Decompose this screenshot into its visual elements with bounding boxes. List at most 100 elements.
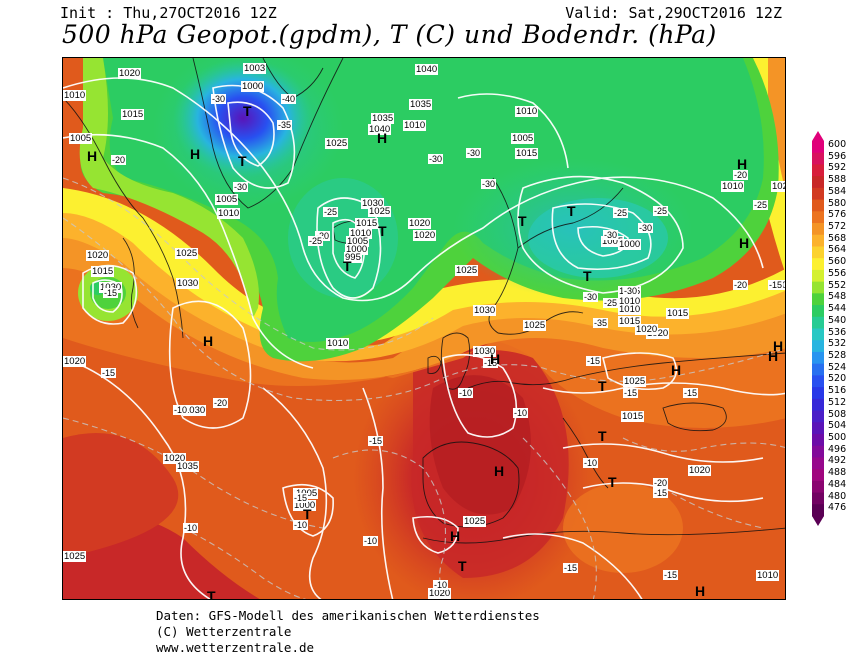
legend-level-label: 576 [828, 209, 847, 221]
pressure-label: 1025 [523, 320, 547, 331]
pressure-label: 1010 [515, 106, 539, 117]
legend-swatch [812, 375, 824, 388]
legend-level-label: 568 [828, 232, 847, 244]
legend-swatch [812, 398, 824, 412]
pressure-label: 1005 [346, 236, 370, 247]
pressure-label: 1020 [118, 68, 142, 79]
legend-level-label: 596 [828, 150, 847, 162]
pressure-label: 1005 [601, 236, 625, 247]
temperature-label: -30 [481, 179, 497, 189]
temperature-label: -30 [583, 292, 599, 302]
legend-level-label: 500 [828, 431, 847, 443]
legend-level-label: 584 [828, 185, 847, 197]
temperature-label: -20 [111, 155, 127, 165]
legend-bottom-arrow [812, 516, 824, 526]
legend-swatch [812, 351, 824, 365]
pressure-label: 1010 [756, 570, 780, 581]
low-pressure-marker: T [378, 223, 387, 239]
legend-swatch [812, 422, 824, 435]
pressure-label: 1015 [515, 148, 539, 159]
pressure-label: 1005 [69, 133, 93, 144]
legend-level-label: 600 [828, 139, 847, 150]
temperature-label: -25 [308, 236, 324, 246]
pressure-label: 1005 [511, 133, 535, 144]
legend-level-label: 504 [828, 420, 847, 432]
legend-swatch [812, 164, 824, 177]
legend-level-label: 592 [828, 162, 847, 174]
temperature-label: -15 [103, 288, 119, 298]
pressure-label: 1005 [215, 194, 239, 205]
temperature-label: -30 [211, 94, 227, 104]
legend-swatch [812, 281, 824, 294]
pressure-label: 1040 [368, 124, 392, 135]
temperature-label: -30 [233, 182, 249, 192]
legend-level-label: 588 [828, 174, 847, 186]
legend-level-label: 508 [828, 408, 847, 420]
legend-swatch [812, 223, 824, 236]
temperature-label: -25 [323, 207, 339, 217]
copyright-credit: (C) Wetterzentrale [156, 624, 292, 639]
high-pressure-marker: H [377, 130, 388, 146]
legend-swatch [812, 433, 824, 447]
legend-swatch [812, 211, 824, 224]
legend-level-label: 496 [828, 443, 847, 455]
legend-level-label: 572 [828, 221, 847, 233]
high-pressure-marker: H [768, 348, 779, 364]
temperature-label: -25 [653, 206, 669, 216]
low-pressure-marker: T [598, 428, 607, 444]
high-pressure-marker: H [737, 156, 748, 172]
low-pressure-marker: T [207, 588, 216, 600]
legend-swatch [812, 340, 824, 353]
pressure-label: 1020 [688, 465, 712, 476]
temperature-label: -15 [683, 388, 699, 398]
legend-swatch [812, 316, 824, 329]
pressure-label: 1035 [371, 113, 395, 124]
legend-swatch [812, 176, 824, 189]
map-title: 500 hPa Geopot.(gpdm), T (C) und Bodendr… [62, 20, 717, 49]
pressure-label: 1035 [176, 461, 200, 472]
pressure-label: 1020 [163, 453, 187, 464]
low-pressure-marker: T [238, 153, 247, 169]
pressure-label: 1030 [361, 198, 385, 209]
pressure-label: 1015 [618, 316, 642, 327]
high-pressure-marker: H [494, 463, 505, 479]
low-pressure-marker: T [567, 203, 576, 219]
temperature-label: -25 [613, 208, 629, 218]
temperature-label: -10 [513, 408, 529, 418]
legend-swatch [812, 480, 824, 494]
legend-swatch [812, 387, 824, 400]
temperature-label: -10 [458, 388, 474, 398]
pressure-label: 1025 [368, 206, 392, 217]
pressure-label: 1035 [409, 99, 433, 110]
temperature-label: -25 [753, 200, 769, 210]
pressure-label: 1010 [326, 338, 350, 349]
valid-time: Valid: Sat,29OCT2016 12Z [565, 4, 782, 22]
legend-level-label: 544 [828, 303, 847, 315]
pressure-label: 1030 [183, 405, 207, 416]
legend-level-label: 556 [828, 267, 847, 279]
legend-swatch [812, 187, 824, 201]
low-pressure-marker: T [303, 506, 312, 522]
low-pressure-marker: T [343, 258, 352, 274]
legend-swatch [812, 457, 824, 470]
temperature-label: -10 [173, 405, 189, 415]
temperature-label: -30 [428, 154, 444, 164]
pressure-label: 1025 [463, 516, 487, 527]
pressure-label: 1025 [455, 265, 479, 276]
pressure-label: 1020 [428, 588, 452, 599]
legend-level-label: 492 [828, 455, 847, 467]
temperature-label: -20 [653, 478, 669, 488]
low-pressure-marker: T [608, 474, 617, 490]
legend-level-label: 516 [828, 385, 847, 397]
high-pressure-marker: H [490, 351, 501, 367]
temperature-label: -35 [593, 318, 609, 328]
pressure-label: 1020 [86, 250, 110, 261]
legend-level-label: 536 [828, 326, 847, 338]
legend-level-label: 532 [828, 338, 847, 350]
legend-top-arrow [812, 131, 824, 141]
temperature-label: -15 [368, 436, 384, 446]
temperature-label: -10 [293, 520, 309, 530]
pressure-label: 1010 [349, 228, 373, 239]
legend-swatch [812, 152, 824, 165]
high-pressure-marker: H [671, 362, 682, 378]
